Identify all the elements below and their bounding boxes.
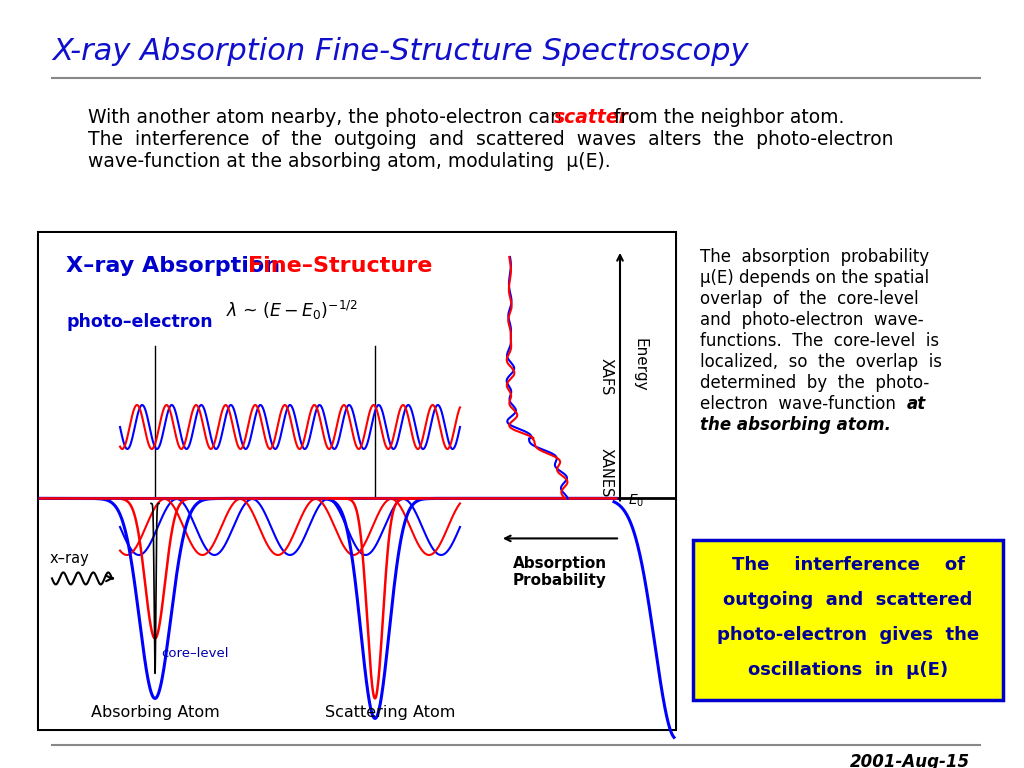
- Text: scatter: scatter: [554, 108, 629, 127]
- Text: Fine–Structure: Fine–Structure: [248, 256, 432, 276]
- Text: oscillations  in  μ(E): oscillations in μ(E): [748, 661, 948, 679]
- Text: $E_0$: $E_0$: [628, 492, 644, 508]
- Text: localized,  so  the  overlap  is: localized, so the overlap is: [700, 353, 942, 371]
- Text: Absorbing Atom: Absorbing Atom: [91, 704, 219, 720]
- Bar: [38, 232, 676, 730]
- Text: The  interference  of  the  outgoing  and  scattered  waves  alters  the  photo-: The interference of the outgoing and sca…: [88, 130, 894, 149]
- Text: x–ray: x–ray: [50, 551, 90, 566]
- Text: XANES: XANES: [598, 448, 613, 497]
- Text: Energy: Energy: [633, 339, 647, 392]
- Text: X-ray Absorption Fine-Structure Spectroscopy: X-ray Absorption Fine-Structure Spectros…: [52, 38, 749, 67]
- Text: XAFS: XAFS: [598, 359, 613, 396]
- Text: outgoing  and  scattered: outgoing and scattered: [723, 591, 973, 609]
- Text: Scattering Atom: Scattering Atom: [325, 704, 456, 720]
- Text: determined  by  the  photo-: determined by the photo-: [700, 374, 929, 392]
- Text: core–level: core–level: [161, 647, 228, 660]
- Text: photo–electron: photo–electron: [66, 313, 213, 331]
- Text: The  absorption  probability: The absorption probability: [700, 248, 929, 266]
- Text: at: at: [907, 395, 927, 413]
- Text: wave-function at the absorbing atom, modulating  μ(E).: wave-function at the absorbing atom, mod…: [88, 152, 610, 171]
- Text: μ(E) depends on the spatial: μ(E) depends on the spatial: [700, 269, 929, 287]
- Text: 2001-Aug-15: 2001-Aug-15: [850, 753, 970, 768]
- Text: and  photo-electron  wave-: and photo-electron wave-: [700, 311, 924, 329]
- Text: Probability: Probability: [513, 574, 607, 588]
- Bar: [693, 540, 1002, 700]
- Text: photo-electron  gives  the: photo-electron gives the: [717, 626, 979, 644]
- Text: the absorbing atom.: the absorbing atom.: [700, 416, 891, 434]
- Text: from the neighbor atom.: from the neighbor atom.: [608, 108, 845, 127]
- Text: functions.  The  core-level  is: functions. The core-level is: [700, 332, 939, 350]
- Text: Absorption: Absorption: [513, 557, 607, 571]
- Text: overlap  of  the  core-level: overlap of the core-level: [700, 290, 919, 308]
- Text: The    interference    of: The interference of: [731, 556, 965, 574]
- Bar: [39, 233, 675, 729]
- Text: $\lambda$ ~ $\left(E - E_0\right)^{-1/2}$: $\lambda$ ~ $\left(E - E_0\right)^{-1/2}…: [226, 299, 358, 322]
- Text: With another atom nearby, the photo-electron can: With another atom nearby, the photo-elec…: [88, 108, 568, 127]
- Text: X–ray Absorption: X–ray Absorption: [66, 256, 281, 276]
- Text: electron  wave-function: electron wave-function: [700, 395, 906, 413]
